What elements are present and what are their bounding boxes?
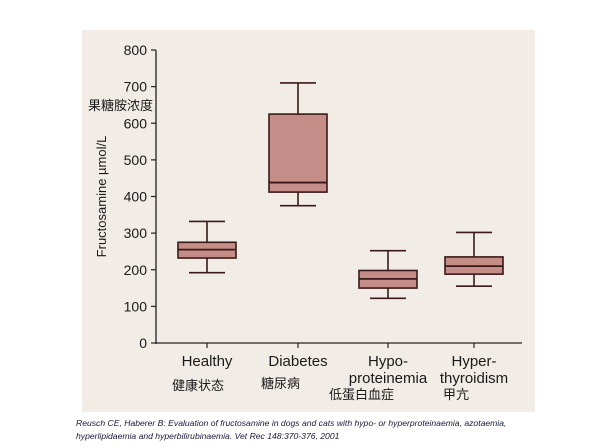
- x-tick-label: Hypo-: [368, 353, 408, 370]
- y-tick-label: 600: [124, 115, 148, 131]
- y-tick-label: 100: [124, 298, 148, 314]
- ylabel-chinese: 果糖胺浓度: [88, 99, 154, 114]
- y-tick-label: 500: [124, 152, 148, 168]
- citation-line-2: hyperlipidaemia and hyperbilirubinaemia.…: [76, 431, 340, 441]
- category-chinese-diabetes: 糖尿病: [261, 377, 301, 392]
- y-tick-label: 200: [124, 262, 148, 278]
- citation-line-1: Reusch CE, Haberer B: Evaluation of fruc…: [76, 418, 507, 428]
- x-tick-label: Diabetes: [268, 353, 327, 370]
- chart-panel: 0 100 200 300 400 500 600 700 800 Fructosamine µm…: [82, 30, 535, 412]
- category-chinese-hyperthyroidism: 甲亢: [443, 388, 470, 403]
- category-chinese-hypoproteinemia: 低蛋白血症: [329, 388, 395, 403]
- y-axis-title: Fructosamine µmol/L: [94, 136, 109, 258]
- category-chinese-healthy: 健康状态: [172, 379, 225, 394]
- citation: Reusch CE, Haberer B: Evaluation of fruc…: [76, 417, 600, 443]
- x-tick-label: thyroidism: [440, 370, 508, 387]
- y-tick-label: 400: [124, 189, 148, 205]
- y-tick-label: 300: [124, 225, 148, 241]
- y-tick-label: 0: [139, 335, 147, 351]
- x-tick-label: Healthy: [182, 353, 233, 370]
- y-tick-label: 700: [124, 79, 148, 95]
- box-plot: 0 100 200 300 400 500 600 700 800 Fructosamine µm…: [94, 42, 522, 387]
- x-tick-label: Hyper-: [451, 353, 496, 370]
- y-tick-label: 800: [124, 42, 148, 58]
- x-tick-label: proteinemia: [349, 370, 428, 387]
- box: [268, 113, 328, 193]
